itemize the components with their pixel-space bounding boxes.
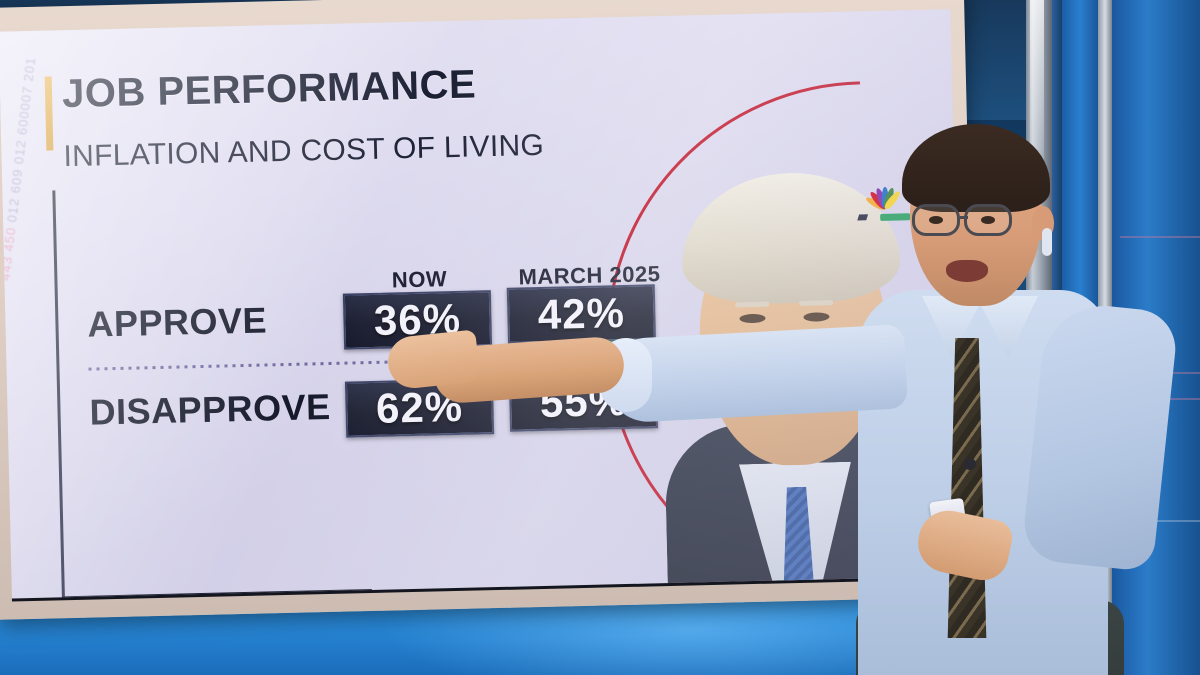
analyst-hair: [902, 124, 1050, 212]
glasses-bridge: [960, 216, 968, 219]
value-text: 42%: [537, 288, 626, 339]
news-analyst: [385, 110, 1200, 675]
page-title: JOB PERFORMANCE: [61, 62, 477, 117]
board-surface: 443 450 012 609 012 600007 201 JOB PERFO…: [0, 9, 964, 602]
glasses-lens-left: [912, 204, 960, 236]
page-subtitle: INFLATION AND COST OF LIVING: [63, 128, 545, 174]
value-approve-march: 42%: [506, 284, 657, 344]
row-label-approve: APPROVE: [86, 299, 268, 345]
earpiece-icon: [1042, 228, 1052, 256]
analyst-mouth: [946, 260, 988, 282]
data-board[interactable]: 443 450 012 609 012 600007 201 JOB PERFO…: [0, 0, 979, 628]
background-accent-line: [1118, 520, 1200, 522]
analyst-necktie: [947, 338, 987, 638]
row-label-disapprove: DISAPPROVE: [89, 385, 332, 433]
lapel-mic-icon: [964, 458, 976, 470]
background-accent-line: [1120, 236, 1200, 238]
analyst-eye-right: [981, 216, 995, 224]
analyst-eye-left: [929, 216, 943, 224]
axis-rule: [52, 190, 66, 602]
title-accent-bar: [44, 76, 54, 151]
